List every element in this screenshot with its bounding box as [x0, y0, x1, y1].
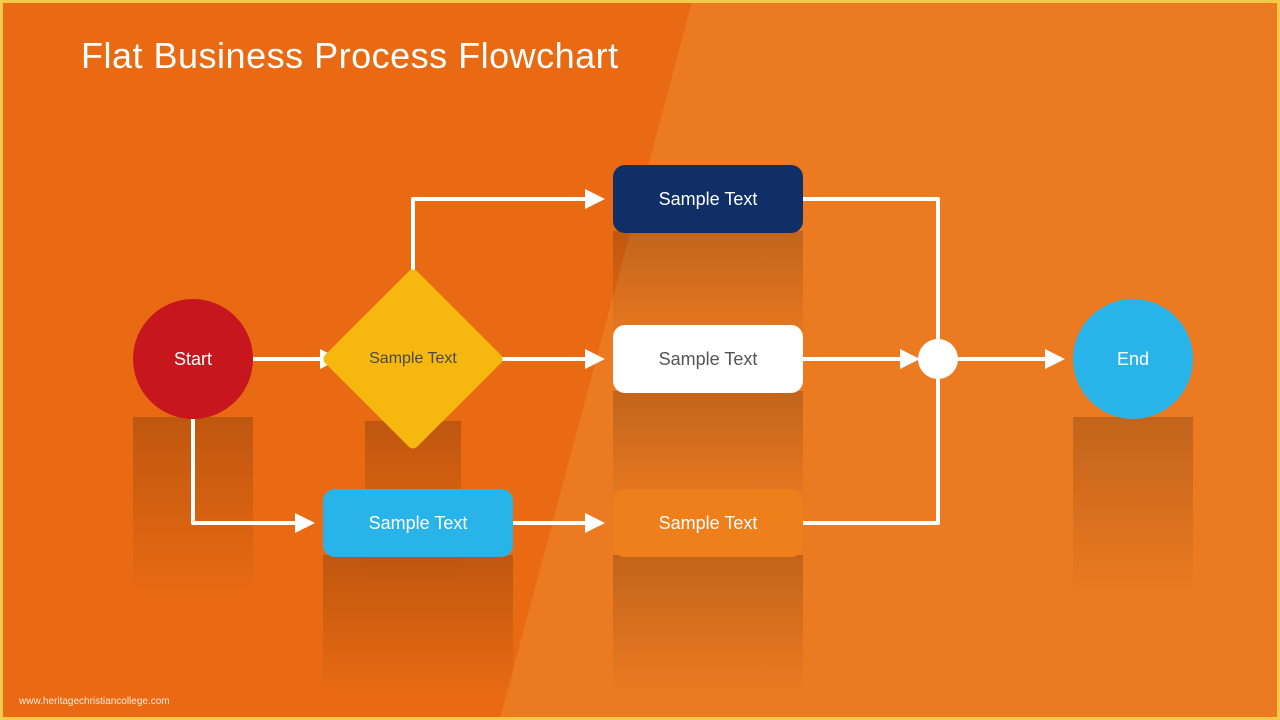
process-bottom-left-node: Sample Text [323, 489, 513, 557]
watermark-text: www.heritagechristiancollege.com [19, 696, 170, 707]
decision-node: Sample Text [348, 294, 478, 424]
shadow-end [1073, 417, 1193, 597]
decision-label-wrap: Sample Text [348, 294, 478, 424]
process-bottom-right-node: Sample Text [613, 489, 803, 557]
start-label: Start [174, 348, 212, 371]
process-mid-node: Sample Text [613, 325, 803, 393]
shadow-box-bl [323, 555, 513, 695]
process-bottom-right-label: Sample Text [659, 512, 758, 535]
process-top-node: Sample Text [613, 165, 803, 233]
end-label: End [1117, 348, 1149, 371]
end-node: End [1073, 299, 1193, 419]
decision-label: Sample Text [369, 350, 457, 368]
process-bottom-left-label: Sample Text [369, 512, 468, 535]
slide-title: Flat Business Process Flowchart [81, 35, 619, 77]
shadow-start [133, 417, 253, 597]
process-mid-label: Sample Text [659, 348, 758, 371]
slide-stage: Flat Business Process Flowchart Start Sa… [0, 0, 1280, 720]
junction-node [918, 339, 958, 379]
process-top-label: Sample Text [659, 188, 758, 211]
start-node: Start [133, 299, 253, 419]
shadow-box-br [613, 555, 803, 695]
